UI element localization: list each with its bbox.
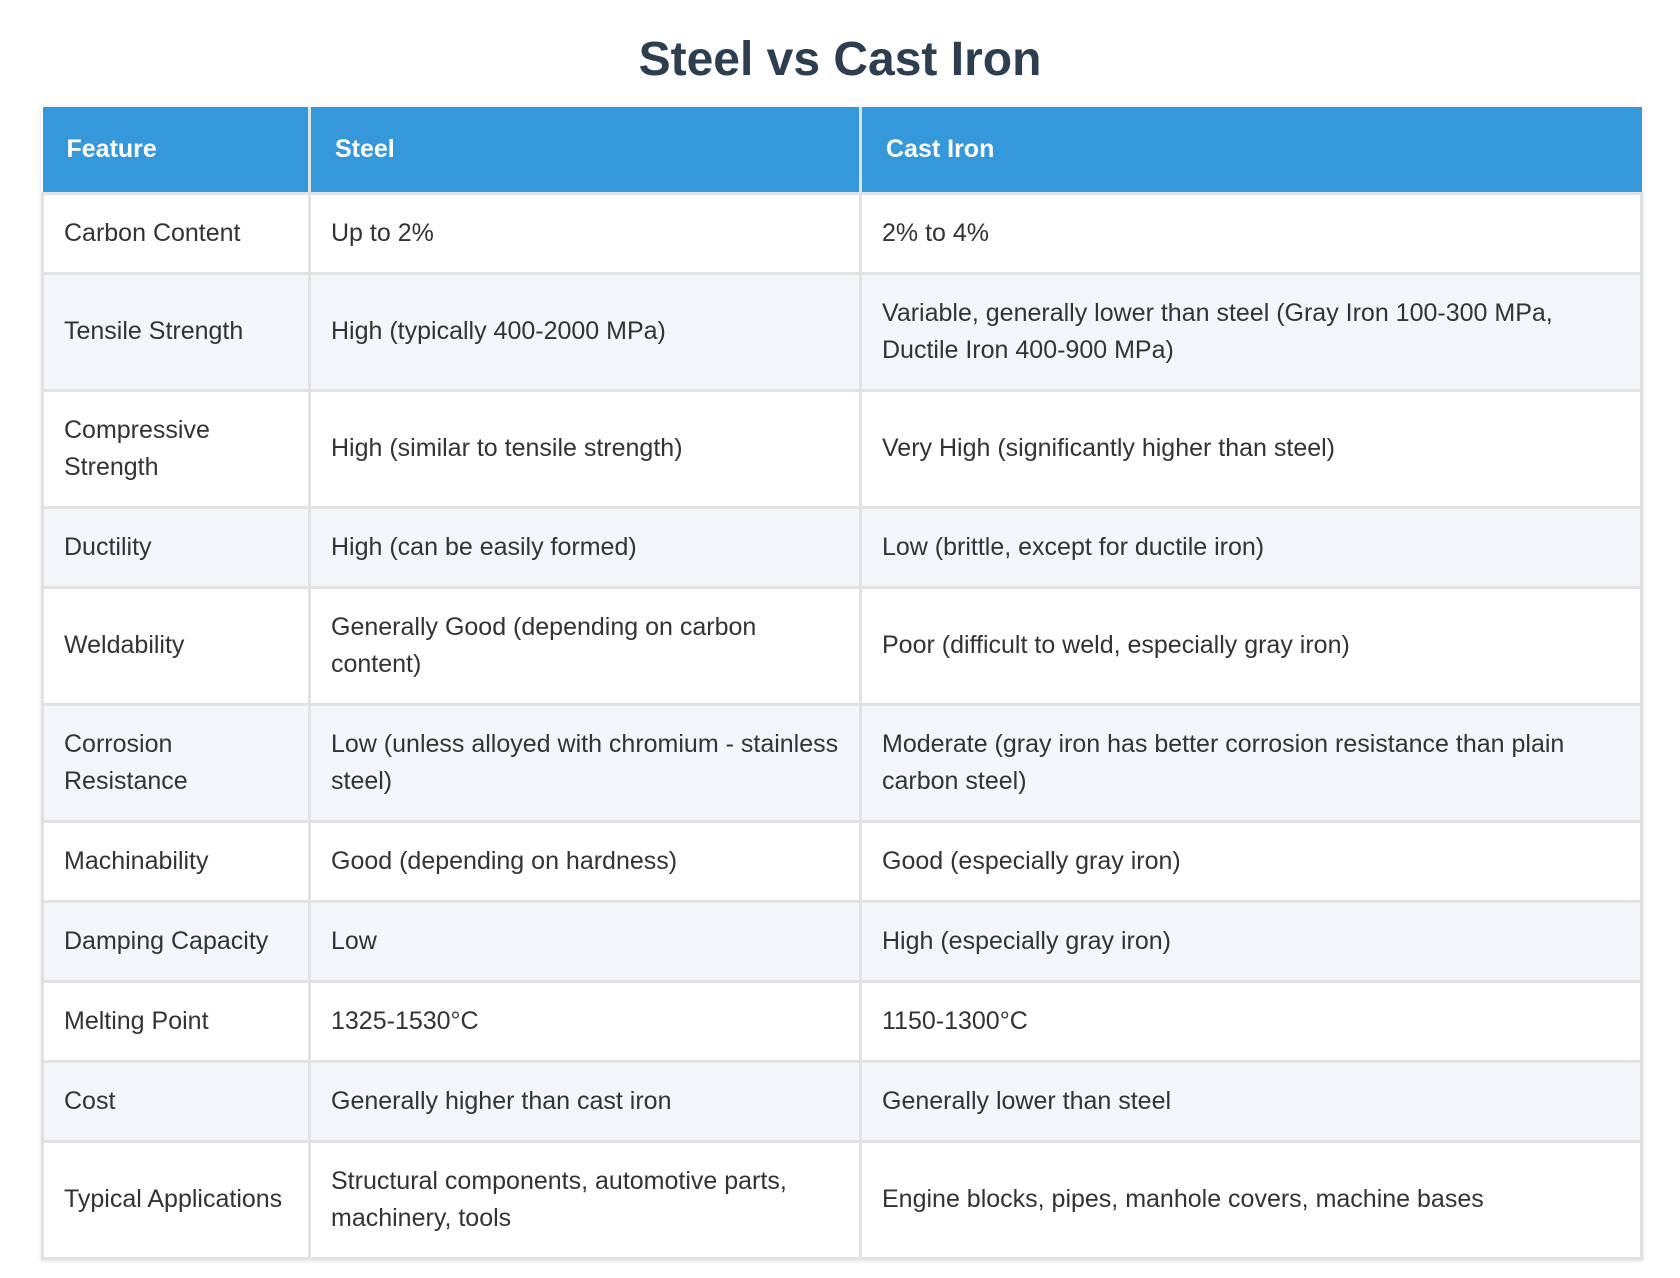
- steel-cell: Generally higher than cast iron: [308, 1059, 862, 1143]
- steel-cell: Structural components, automotive parts,…: [308, 1139, 862, 1260]
- feature-cell: Typical Applications: [41, 1139, 311, 1260]
- table-header: Feature Steel Cast Iron: [42, 107, 1642, 195]
- steel-cell: Good (depending on hardness): [308, 819, 862, 903]
- table-row: Melting Point 1325-1530°C 1150-1300°C: [41, 979, 1643, 1063]
- cast-iron-cell: Generally lower than steel: [859, 1059, 1643, 1143]
- feature-cell: Weldability: [41, 585, 311, 706]
- table-row: Corrosion Resistance Low (unless alloyed…: [41, 702, 1643, 823]
- feature-cell: Ductility: [41, 505, 311, 589]
- cast-iron-cell: 2% to 4%: [859, 191, 1643, 275]
- feature-cell: Melting Point: [41, 979, 311, 1063]
- feature-cell: Damping Capacity: [41, 899, 311, 983]
- table-row: Tensile Strength High (typically 400-200…: [41, 271, 1643, 392]
- steel-cell: 1325-1530°C: [308, 979, 862, 1063]
- cast-iron-cell: Moderate (gray iron has better corrosion…: [859, 702, 1643, 823]
- steel-cell: Low: [308, 899, 862, 983]
- feature-cell: Tensile Strength: [41, 271, 311, 392]
- steel-cell: Generally Good (depending on carbon cont…: [308, 585, 862, 706]
- feature-cell: Carbon Content: [41, 191, 311, 275]
- table-row: Cost Generally higher than cast iron Gen…: [41, 1059, 1643, 1143]
- cast-iron-cell: Engine blocks, pipes, manhole covers, ma…: [859, 1139, 1643, 1260]
- steel-cell: High (can be easily formed): [308, 505, 862, 589]
- feature-cell: Compressive Strength: [41, 388, 311, 509]
- column-header-cast-iron: Cast Iron: [859, 107, 1642, 195]
- table-body: Carbon Content Up to 2% 2% to 4% Tensile…: [41, 191, 1643, 1260]
- table-row: Typical Applications Structural componen…: [41, 1139, 1643, 1260]
- steel-cell: High (typically 400-2000 MPa): [308, 271, 862, 392]
- cast-iron-cell: High (especially gray iron): [859, 899, 1643, 983]
- cast-iron-cell: Low (brittle, except for ductile iron): [859, 505, 1643, 589]
- comparison-table: Feature Steel Cast Iron Carbon Content U…: [41, 107, 1643, 1260]
- page-title: Steel vs Cast Iron: [638, 33, 1042, 86]
- table-row: Compressive Strength High (similar to te…: [41, 388, 1643, 509]
- feature-cell: Machinability: [41, 819, 311, 903]
- steel-cell: Low (unless alloyed with chromium - stai…: [308, 702, 862, 823]
- column-header-steel: Steel: [308, 107, 862, 195]
- feature-cell: Cost: [41, 1059, 311, 1143]
- column-header-feature: Feature: [42, 107, 311, 195]
- table-row: Ductility High (can be easily formed) Lo…: [41, 505, 1643, 589]
- feature-cell: Corrosion Resistance: [41, 702, 311, 823]
- steel-cell: Up to 2%: [308, 191, 862, 275]
- table-row: Machinability Good (depending on hardnes…: [41, 819, 1643, 903]
- table-row: Damping Capacity Low High (especially gr…: [41, 899, 1643, 983]
- table-row: Weldability Generally Good (depending on…: [41, 585, 1643, 706]
- table-row: Carbon Content Up to 2% 2% to 4%: [41, 191, 1643, 275]
- cast-iron-cell: 1150-1300°C: [859, 979, 1643, 1063]
- header-row: Feature Steel Cast Iron: [42, 107, 1642, 195]
- cast-iron-cell: Good (especially gray iron): [859, 819, 1643, 903]
- cast-iron-cell: Poor (difficult to weld, especially gray…: [859, 585, 1643, 706]
- cast-iron-cell: Variable, generally lower than steel (Gr…: [859, 271, 1643, 392]
- steel-cell: High (similar to tensile strength): [308, 388, 862, 509]
- cast-iron-cell: Very High (significantly higher than ste…: [859, 388, 1643, 509]
